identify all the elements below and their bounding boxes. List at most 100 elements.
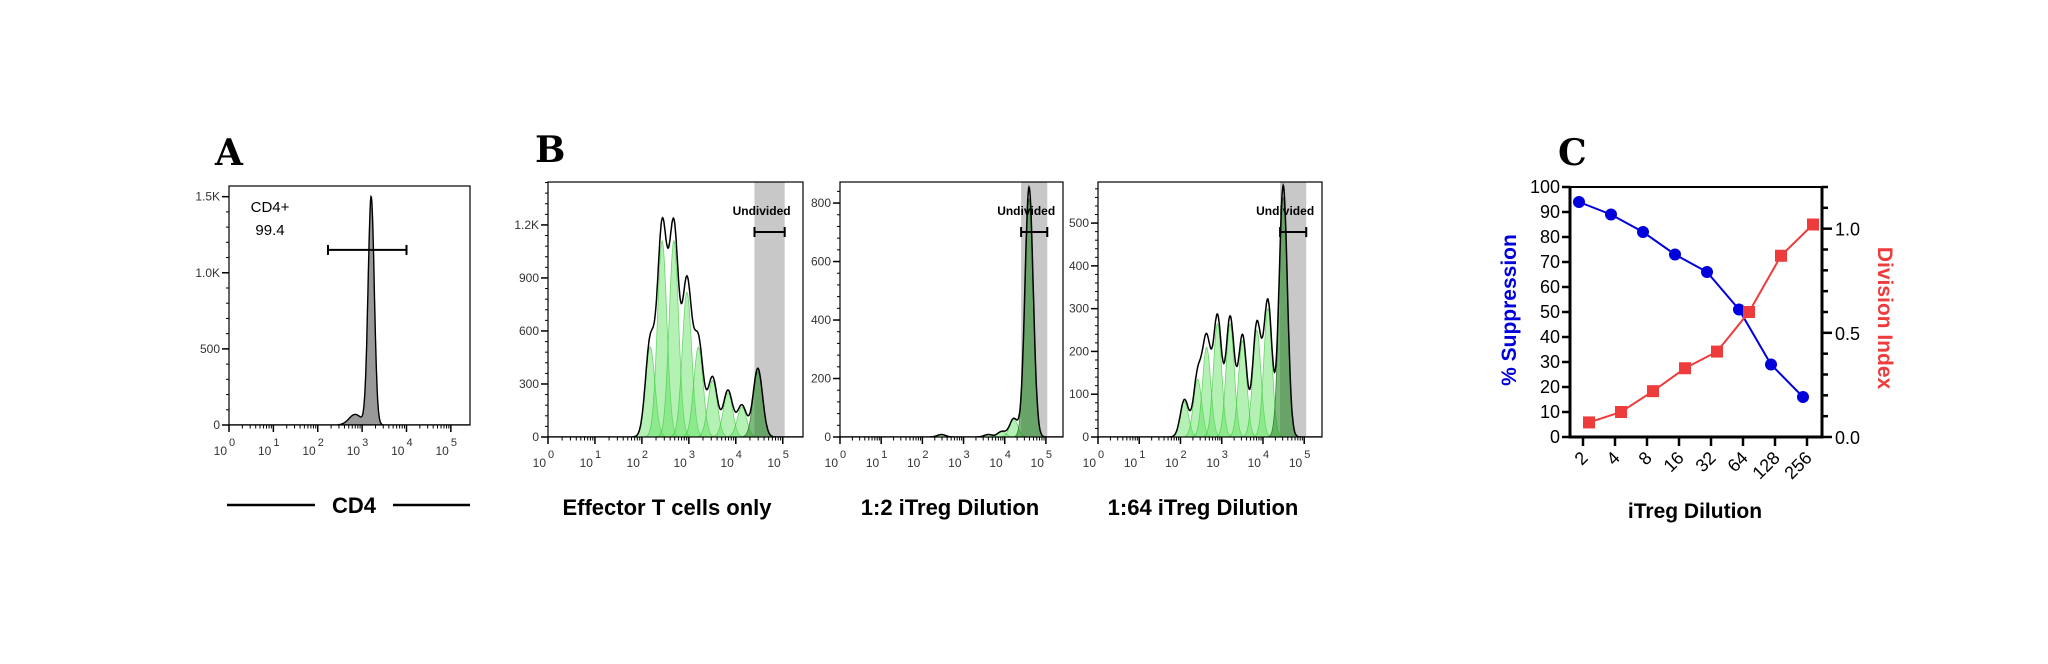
x-tick-label-exponent: 2 — [922, 449, 928, 461]
x-tick-label-base: 10 — [1124, 456, 1138, 470]
x-tick-label: 32 — [1692, 448, 1720, 476]
x-tick-label-base: 10 — [866, 456, 880, 470]
x-tick-label-exponent: 1 — [1139, 449, 1145, 461]
x-tick-label-exponent: 1 — [595, 449, 601, 461]
gate-label: Undivided — [1256, 204, 1314, 218]
plot-area — [840, 182, 1063, 437]
x-tick-label-base: 10 — [436, 444, 450, 458]
x-tick-label-exponent: 3 — [964, 449, 970, 461]
x-tick-label-base: 10 — [347, 444, 361, 458]
data-point — [1583, 416, 1595, 429]
data-point — [1573, 196, 1585, 208]
gate-bar — [1279, 227, 1308, 238]
right-y-tick-label: 0.5 — [1835, 324, 1860, 344]
x-tick-label-exponent: 1 — [273, 437, 279, 449]
left-y-tick-label: 10 — [1540, 402, 1560, 422]
y-tick-label: 0 — [213, 418, 220, 432]
x-tick-label-exponent: 4 — [1005, 449, 1011, 461]
x-tick-label: 2 — [1571, 448, 1592, 469]
left-y-tick-label: 0 — [1550, 427, 1560, 447]
x-tick-label-exponent: 4 — [1263, 449, 1269, 461]
left-y-tick-label: 60 — [1540, 277, 1560, 297]
x-tick-label: 64 — [1724, 448, 1752, 476]
x-tick-label: 4 — [1603, 448, 1624, 469]
histogram-panel-2: Undivided0200400600800100101102103104105… — [811, 181, 1064, 520]
x-tick-label-base: 10 — [948, 456, 962, 470]
x-tick-label-base: 10 — [580, 456, 594, 470]
data-point — [1615, 406, 1627, 418]
generation-peak-4 — [679, 346, 718, 437]
x-tick-label-base: 10 — [720, 456, 734, 470]
y-tick-label: 100 — [1069, 387, 1089, 401]
y-tick-label: 300 — [1069, 302, 1089, 316]
series-division-index — [1583, 218, 1819, 429]
series-line — [1578, 201, 1804, 398]
y-tick-label: 1.5K — [195, 190, 220, 204]
x-tick-label-exponent: 5 — [783, 449, 789, 461]
data-point — [1797, 391, 1809, 403]
x-tick-label-exponent: 3 — [689, 449, 695, 461]
data-point — [1807, 218, 1819, 231]
x-tick-label-base: 10 — [1248, 456, 1262, 470]
generation-peak-4 — [1213, 322, 1247, 437]
y-tick-label: 200 — [1069, 344, 1089, 358]
panel-letter: B — [535, 129, 565, 171]
gate-percentage: 99.4 — [255, 222, 284, 239]
gate-label: CD4+ — [251, 199, 290, 216]
x-tick-label-exponent: 1 — [881, 449, 887, 461]
x-tick-label-base: 10 — [627, 456, 641, 470]
x-tick-label: 16 — [1660, 448, 1688, 476]
plot-area — [1098, 182, 1322, 437]
histogram-panel-1: BUndivided03006009001.2K1001011021031041… — [514, 129, 804, 520]
data-point — [1743, 306, 1755, 318]
x-tick-label-base: 10 — [825, 456, 839, 470]
y-tick-label: 600 — [811, 255, 831, 269]
cd4-histogram — [229, 194, 470, 425]
generation-peak-3 — [1200, 322, 1235, 437]
left-y-tick-label: 40 — [1540, 327, 1560, 347]
data-point — [1669, 248, 1681, 261]
gate-label: Undivided — [733, 204, 791, 218]
x-tick-label-base: 10 — [214, 444, 228, 458]
data-point — [1775, 249, 1787, 262]
x-tick-label: 256 — [1780, 448, 1815, 483]
x-tick-label-exponent: 5 — [1046, 449, 1052, 461]
x-tick-label-base: 10 — [391, 444, 405, 458]
y-tick-label: 300 — [519, 377, 539, 391]
left-y-tick-label: 100 — [1530, 177, 1560, 197]
panel-letter: A — [214, 132, 244, 174]
gate-label: Undivided — [997, 204, 1055, 218]
x-tick-label-base: 10 — [258, 444, 272, 458]
left-y-tick-label: 20 — [1540, 377, 1560, 397]
data-point — [1765, 358, 1777, 371]
data-point — [1711, 345, 1723, 358]
left-y-axis-title: % Suppression — [1498, 234, 1521, 386]
x-tick-label-base: 10 — [1206, 456, 1220, 470]
x-tick-label-exponent: 4 — [736, 449, 742, 461]
series-suppression — [1573, 196, 1809, 403]
data-point — [1733, 303, 1745, 316]
data-point — [1637, 226, 1649, 238]
plot-area — [229, 194, 470, 425]
left-y-tick-label: 80 — [1540, 227, 1560, 247]
generation-peak-1 — [642, 239, 682, 437]
histogram-panel-3: Undivided0100200300400500100101102103104… — [1069, 181, 1323, 520]
total-histogram-line — [548, 216, 803, 437]
y-tick-label: 0 — [532, 430, 539, 444]
x-tick-label-base: 10 — [533, 456, 547, 470]
gate-bar — [326, 244, 408, 255]
x-tick-label-base: 10 — [1165, 456, 1179, 470]
x-tick-label-exponent: 0 — [840, 449, 846, 461]
x-axis-label: CD4 — [332, 493, 377, 518]
y-tick-label: 500 — [1069, 216, 1089, 230]
y-tick-label: 200 — [811, 372, 831, 386]
data-point — [1679, 362, 1691, 375]
x-tick-label-exponent: 2 — [318, 437, 324, 449]
x-tick-label-exponent: 2 — [642, 449, 648, 461]
gate-bar — [753, 227, 786, 238]
y-tick-label: 500 — [200, 342, 220, 356]
generation-peak-6 — [1240, 329, 1274, 437]
x-tick-label-exponent: 5 — [1304, 449, 1310, 461]
x-tick-label-exponent: 2 — [1180, 449, 1186, 461]
